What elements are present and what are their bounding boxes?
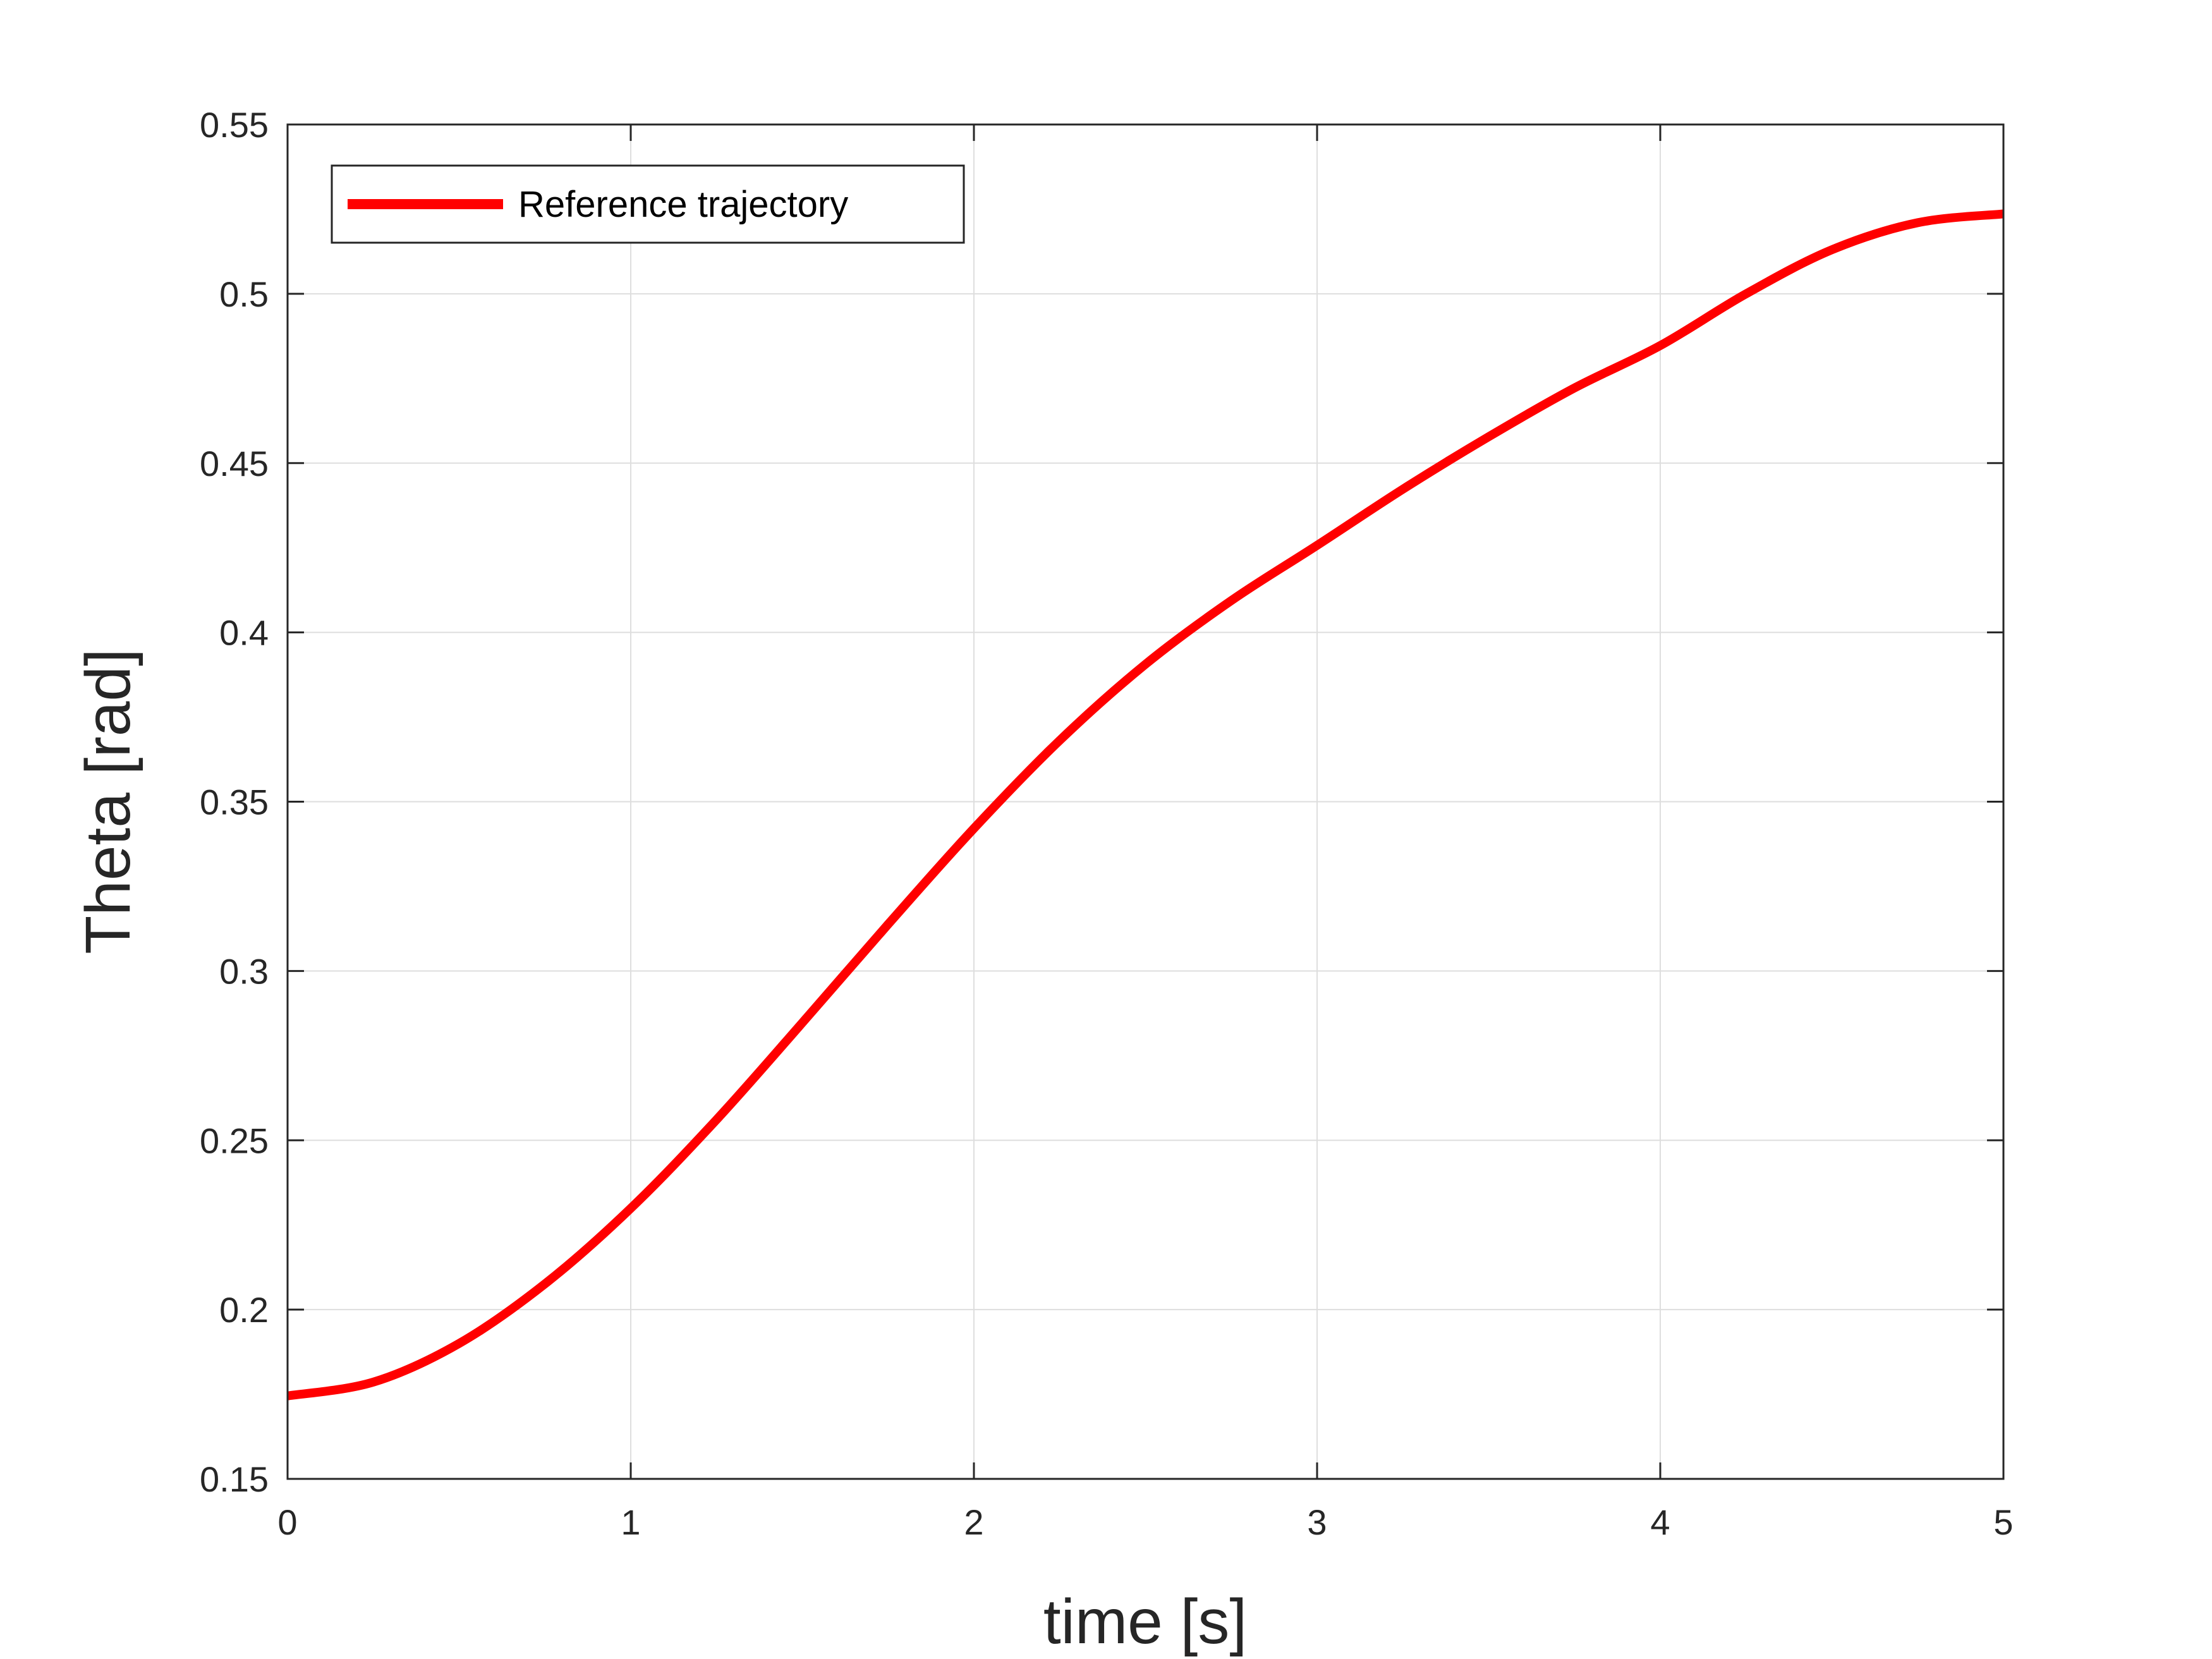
y-tick-labels: 0.15 0.2 0.25 0.3 0.35 0.4 0.45 0.5 0.55 (200, 105, 269, 1499)
x-tick-label: 1 (621, 1502, 640, 1542)
x-tick-label: 4 (1650, 1502, 1670, 1542)
y-tick-label: 0.55 (200, 105, 269, 145)
y-tick-label: 0.15 (200, 1459, 269, 1499)
grid-lines (288, 125, 2003, 1479)
x-tick-label: 0 (277, 1502, 297, 1542)
x-axis-title: time [s] (1043, 1586, 1247, 1657)
series-line (286, 209, 2004, 1401)
series-layer (286, 209, 2004, 1401)
x-tick-label: 5 (1993, 1502, 2013, 1542)
plot-frame (286, 123, 2005, 1480)
x-tick-labels: 0 1 2 3 4 5 (277, 1502, 2013, 1542)
y-tick-label: 0.25 (200, 1121, 269, 1160)
y-tick-label: 0.2 (219, 1290, 269, 1330)
legend: Reference trajectory (331, 164, 965, 244)
y-tick-label: 0.3 (219, 951, 269, 991)
x-tick-label: 2 (964, 1502, 983, 1542)
legend-label: Reference trajectory (518, 184, 848, 225)
y-tick-label: 0.45 (200, 444, 269, 483)
x-tick-label: 3 (1307, 1502, 1327, 1542)
y-tick-label: 0.5 (219, 274, 269, 314)
y-axis-title: Theta [rad] (73, 648, 143, 954)
y-tick-label: 0.35 (200, 782, 269, 822)
y-tick-label: 0.4 (219, 613, 269, 653)
